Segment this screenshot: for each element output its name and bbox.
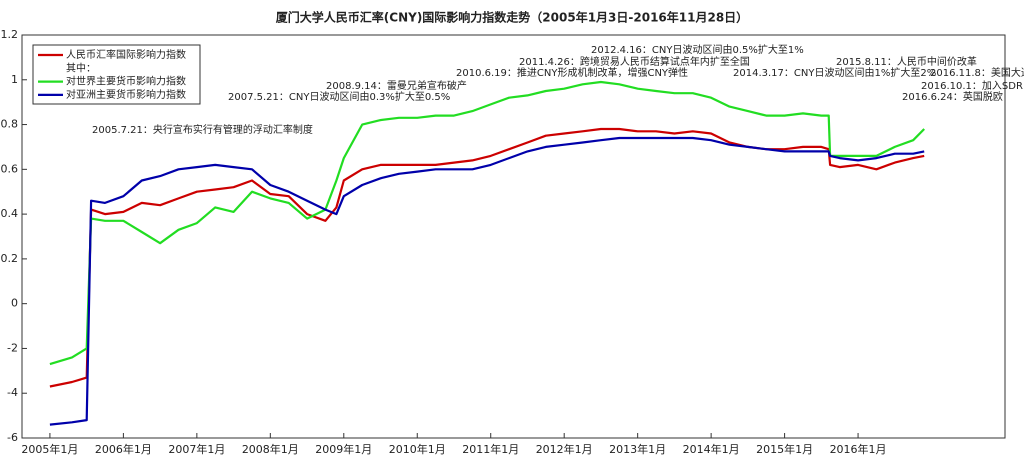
series-line [49, 127, 925, 388]
y-tick-label: -2 [7, 341, 18, 354]
series-line [49, 136, 925, 426]
y-tick-label: 0.8 [1, 118, 19, 131]
x-tick-label: 2012年1月 [536, 442, 593, 456]
legend-label: 人民币汇率国际影响力指数 [66, 48, 186, 61]
y-tick-label: -4 [7, 386, 18, 399]
x-tick-label: 2016年1月 [830, 442, 887, 456]
x-tick-label: 2010年1月 [389, 442, 446, 456]
x-tick-label: 2009年1月 [315, 442, 372, 456]
y-tick-label: 0 [11, 297, 18, 310]
x-tick-label: 2013年1月 [609, 442, 666, 456]
y-tick-label: -6 [7, 431, 18, 444]
x-tick-label: 2014年1月 [683, 442, 740, 456]
annotation: 2007.5.21：CNY日波动区间由0.3%扩大至0.5% [228, 90, 450, 103]
annotation: 2005.7.21：央行宣布实行有管理的浮动汇率制度 [92, 123, 313, 136]
annotation: 2016.6.24：英国脱欧 [902, 90, 1003, 103]
legend-note: 其中： [66, 61, 96, 74]
chart-title: 厦门大学人民币汇率(CNY)国际影响力指数走势（2005年1月3日-2016年1… [276, 10, 748, 25]
x-tick-label: 2015年1月 [756, 442, 813, 456]
y-tick-label: 0.2 [1, 252, 19, 265]
plot-frame [21, 34, 1006, 439]
annotation: 2016.11.8：美国大选 [930, 66, 1024, 79]
x-tick-label: 2011年1月 [462, 442, 519, 456]
x-tick-label: 2008年1月 [242, 442, 299, 456]
annotation: 2014.3.17：CNY日波动区间由1%扩大至2% [733, 66, 936, 79]
annotation: 2010.6.19：推进CNY形成机制改革，增强CNY弹性 [456, 66, 688, 79]
annotation: 2016.10.1：加入SDR [921, 80, 1023, 92]
y-tick-label: 1 [11, 73, 18, 86]
legend-label: 对世界主要货币影响力指数 [66, 75, 186, 88]
y-tick-label: 0.6 [1, 162, 19, 175]
legend-label: 对亚洲主要货币影响力指数 [66, 88, 186, 101]
y-tick-label: 0.4 [1, 207, 19, 220]
series-line [49, 80, 925, 366]
x-tick-label: 2006年1月 [95, 442, 152, 456]
annotation: 2015.8.11：人民币中间价改革 [836, 55, 977, 68]
x-tick-label: 2007年1月 [168, 442, 225, 456]
annotation: 2011.4.26：跨境贸易人民币结算试点年内扩至全国 [519, 55, 750, 68]
y-tick-label: 1.2 [1, 28, 19, 41]
annotation: 2008.9.14：雷曼兄弟宣布破产 [326, 79, 467, 92]
annotation: 2012.4.16：CNY日波动区间由0.5%扩大至1% [591, 43, 804, 56]
x-tick-label: 2005年1月 [21, 442, 78, 456]
